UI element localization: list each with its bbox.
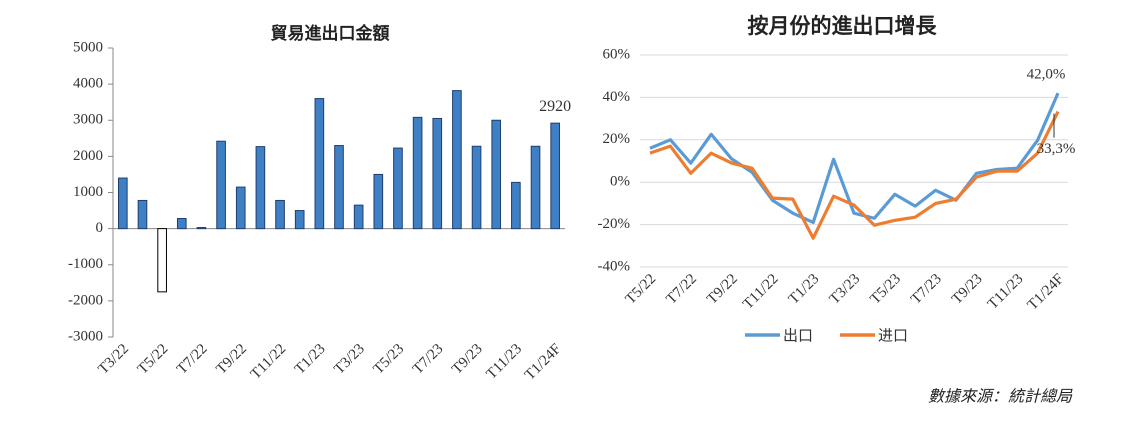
x-tick-label: T5/22 [623, 271, 660, 308]
y-tick-label: 2000 [73, 148, 103, 164]
x-tick-label: T5/22 [135, 341, 172, 378]
y-tick-label: 60% [603, 46, 631, 62]
x-tick-label: T7/23 [908, 271, 945, 308]
data-label: 42,0% [1027, 67, 1066, 83]
source: 數據來源：統計總局 [928, 388, 1073, 406]
bar [432, 117, 443, 230]
bar [294, 210, 305, 230]
bar [530, 145, 541, 230]
bar [275, 199, 285, 230]
bar [373, 173, 384, 230]
bar [452, 90, 462, 230]
bar [511, 181, 521, 230]
bar [118, 177, 128, 230]
x-tick-label: T3/23 [827, 271, 864, 308]
bar [196, 227, 207, 230]
x-tick-label: T11/23 [985, 271, 1027, 313]
bar [471, 145, 482, 230]
bar [216, 140, 226, 230]
legend-label: 进口 [878, 327, 908, 345]
line [649, 110, 1060, 240]
y-tick-label: -3000 [68, 328, 103, 344]
bar [393, 147, 403, 230]
x-tick-label: T11/22 [740, 271, 782, 313]
y-tick-label: 0 [96, 220, 104, 236]
bar [334, 145, 344, 230]
y-tick-label: 4000 [73, 76, 103, 92]
x-tick-label: T11/22 [248, 341, 290, 383]
y-tick-label: -1000 [68, 256, 103, 272]
bar [550, 122, 560, 230]
x-tick-label: T7/22 [174, 341, 211, 378]
bar [176, 218, 187, 230]
bar [235, 186, 246, 230]
data-label: 33,3% [1037, 141, 1076, 157]
x-tick-label: T3/23 [331, 341, 368, 378]
bar [255, 146, 266, 230]
bar [491, 119, 502, 230]
y-tick-label: 5000 [73, 39, 103, 55]
line [649, 92, 1060, 225]
x-tick-label: T1/23 [786, 271, 823, 308]
y-tick-label: -20% [598, 216, 631, 232]
x-tick-label: T3/22 [95, 341, 132, 378]
bar [137, 199, 148, 230]
x-tick-label: T5/23 [867, 271, 904, 308]
y-tick-label: 1000 [73, 184, 103, 200]
x-tick-label: T1/24F [1025, 271, 1068, 314]
y-tick-label: 0% [610, 174, 630, 190]
chart-title: 貿易進出口金額 [271, 23, 390, 44]
y-tick-label: 20% [603, 131, 631, 147]
x-tick-label: T11/23 [484, 341, 526, 383]
x-tick-label: T7/23 [410, 341, 447, 378]
x-tick-label: T9/23 [449, 341, 486, 378]
x-tick-label: T9/22 [213, 341, 250, 378]
bar [314, 98, 325, 230]
x-tick-label: T5/23 [371, 341, 408, 378]
y-tick-label: 3000 [73, 112, 103, 128]
y-tick-label: -2000 [68, 292, 103, 308]
x-tick-label: T1/24F [522, 341, 565, 384]
x-tick-label: T7/22 [663, 271, 700, 308]
x-tick-label: T1/23 [292, 341, 329, 378]
y-tick-label: -40% [598, 258, 631, 274]
x-tick-label: T9/23 [949, 271, 986, 308]
y-tick-label: 40% [603, 89, 631, 105]
data-label: 2920 [539, 98, 571, 115]
chart-title: 按月份的進出口增長 [748, 14, 938, 38]
x-tick-label: T9/22 [704, 271, 741, 308]
bar [353, 204, 364, 230]
legend-label: 出口 [783, 327, 813, 345]
bar [412, 116, 423, 230]
bar [157, 228, 167, 293]
